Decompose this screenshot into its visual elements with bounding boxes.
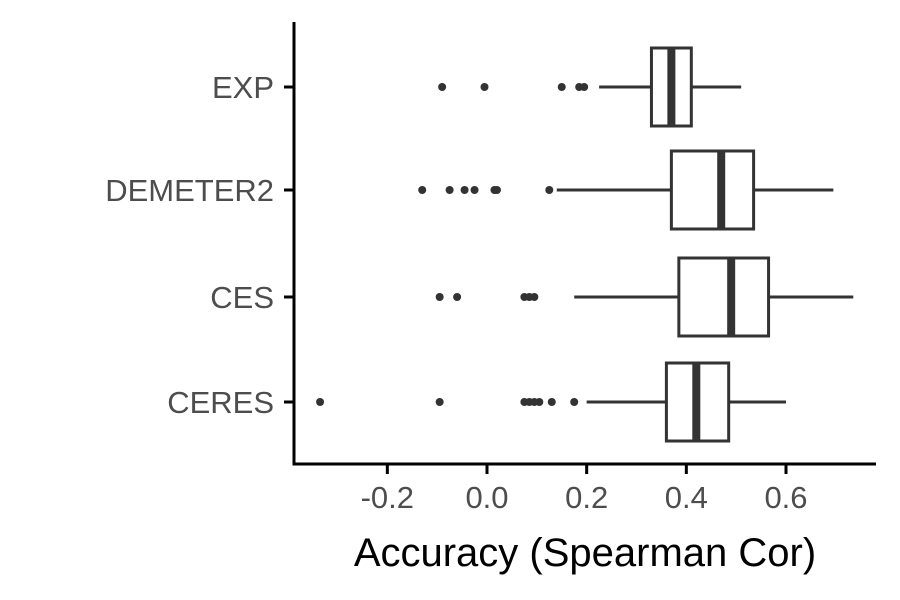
outlier-point <box>445 186 454 194</box>
box-iqr <box>669 149 756 231</box>
outlier-point <box>530 293 539 301</box>
x-axis-title: Accuracy (Spearman Cor) <box>354 531 816 575</box>
outlier-point <box>545 186 554 194</box>
box-group-demeter2 <box>418 149 834 231</box>
outlier-point <box>547 398 556 406</box>
outlier-point <box>570 398 579 406</box>
outlier-point <box>435 398 444 406</box>
x-tick-label: 0.4 <box>665 480 708 515</box>
axes: EXP DEMETER2 CES CERES -0.2 0.0 0.2 0.4 0.6 <box>105 22 876 515</box>
outlier-point <box>535 398 544 406</box>
outlier-point <box>316 398 325 406</box>
x-tick-label: -0.2 <box>361 480 414 515</box>
outlier-point <box>580 83 589 91</box>
outlier-point <box>492 186 501 194</box>
outlier-point <box>438 83 447 91</box>
plot-area <box>316 46 854 443</box>
outlier-point <box>480 83 489 91</box>
outlier-point <box>453 293 462 301</box>
box-group-ceres <box>316 361 786 443</box>
outlier-point <box>460 186 469 194</box>
y-tick-label: CES <box>210 280 274 315</box>
y-tick-label: EXP <box>212 70 274 105</box>
x-tick-label: 0.2 <box>565 480 608 515</box>
box-iqr <box>677 256 771 338</box>
outlier-point <box>470 186 479 194</box>
outlier-point <box>435 293 444 301</box>
x-tick-label: 0.6 <box>764 480 807 515</box>
box-group-ces <box>435 256 854 338</box>
outlier-point <box>557 83 566 91</box>
y-tick-label: DEMETER2 <box>105 173 274 208</box>
x-tick-label: 0.0 <box>465 480 508 515</box>
y-tick-label: CERES <box>167 385 274 420</box>
outlier-point <box>418 186 427 194</box>
box-group-exp <box>438 46 742 128</box>
